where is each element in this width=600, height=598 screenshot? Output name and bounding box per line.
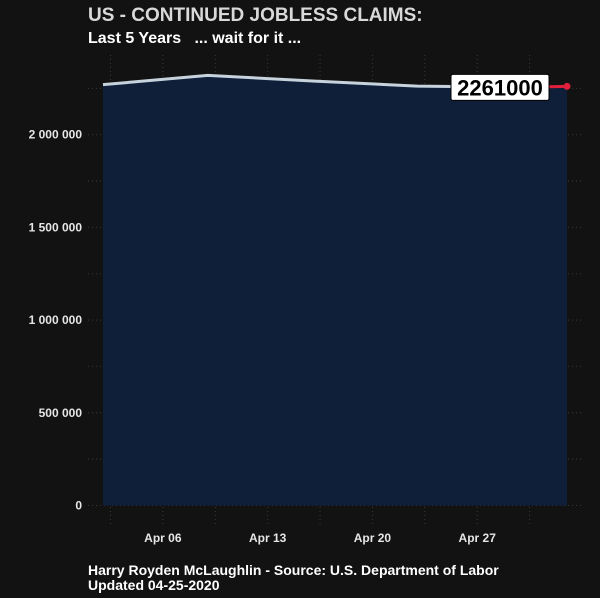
latest-value-label: 2261000: [457, 75, 543, 100]
latest-value-callout: 2261000: [450, 73, 550, 101]
y-tick-label: 0: [75, 498, 82, 512]
x-tick-label: Apr 13: [249, 531, 287, 545]
chart-caption: Harry Royden McLaughlin - Source: U.S. D…: [88, 563, 499, 593]
latest-point-marker: [563, 82, 571, 90]
y-axis-tick-labels: 0 500 000 1 000 000 1 500 000 2 000 000: [29, 128, 83, 513]
chart-subtitle: Last 5 Years ... wait for it ...: [88, 30, 302, 47]
x-tick-label: Apr 06: [144, 531, 182, 545]
x-tick-label: Apr 27: [459, 531, 497, 545]
latest-value-box: [450, 73, 550, 101]
source-credit: Harry Royden McLaughlin - Source: U.S. D…: [88, 562, 499, 578]
y-tick-label: 500 000: [39, 406, 83, 420]
area-series-fill: [102, 75, 568, 506]
x-tick-label: Apr 20: [354, 531, 392, 545]
updated-date: Updated 04-25-2020: [88, 577, 220, 593]
y-tick-label: 1 000 000: [29, 313, 83, 327]
y-tick-label: 2 000 000: [29, 128, 83, 142]
chart-title: US - CONTINUED JOBLESS CLAIMS:: [88, 5, 423, 26]
x-axis-tick-labels: Apr 06 Apr 13 Apr 20 Apr 27: [144, 531, 496, 545]
y-tick-label: 1 500 000: [29, 220, 83, 234]
